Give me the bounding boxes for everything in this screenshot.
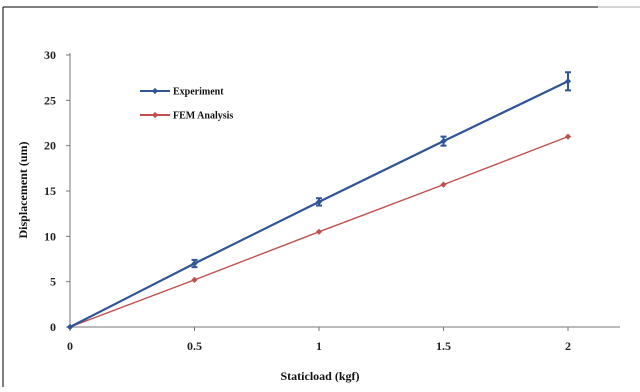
data-point [564, 133, 572, 140]
y-tick-label: 30 [44, 48, 56, 62]
y-tick-label: 10 [44, 229, 56, 243]
legend-marker [151, 111, 159, 119]
x-tick-label: 0 [67, 339, 73, 353]
y-tick-label: 25 [44, 93, 56, 107]
legend-label: FEM Analysis [173, 111, 233, 122]
y-tick-label: 0 [50, 320, 56, 334]
data-point [440, 181, 447, 188]
y-tick-label: 5 [50, 275, 56, 289]
series-layer [66, 71, 572, 331]
x-tick-label: 0.5 [187, 339, 202, 353]
legend-marker [151, 87, 159, 95]
y-axis-title: Displacement (um) [16, 142, 30, 239]
x-tick-label: 1 [316, 339, 322, 353]
legend-label: Experiment [173, 87, 224, 98]
tick-labels: 0 5 10 15 20 25 30 0 0.5 1 1.5 2 [44, 48, 571, 353]
y-tick-label: 20 [44, 139, 56, 153]
x-tick-label: 1.5 [436, 339, 451, 353]
y-tick-label: 15 [44, 184, 56, 198]
x-axis-title: Staticload (kgf) [281, 369, 360, 383]
data-point [315, 198, 323, 205]
data-point [315, 228, 323, 235]
axes [66, 53, 620, 331]
legend: Experiment FEM Analysis [140, 87, 233, 122]
x-tick-label: 2 [565, 339, 571, 353]
data-point [191, 276, 198, 283]
